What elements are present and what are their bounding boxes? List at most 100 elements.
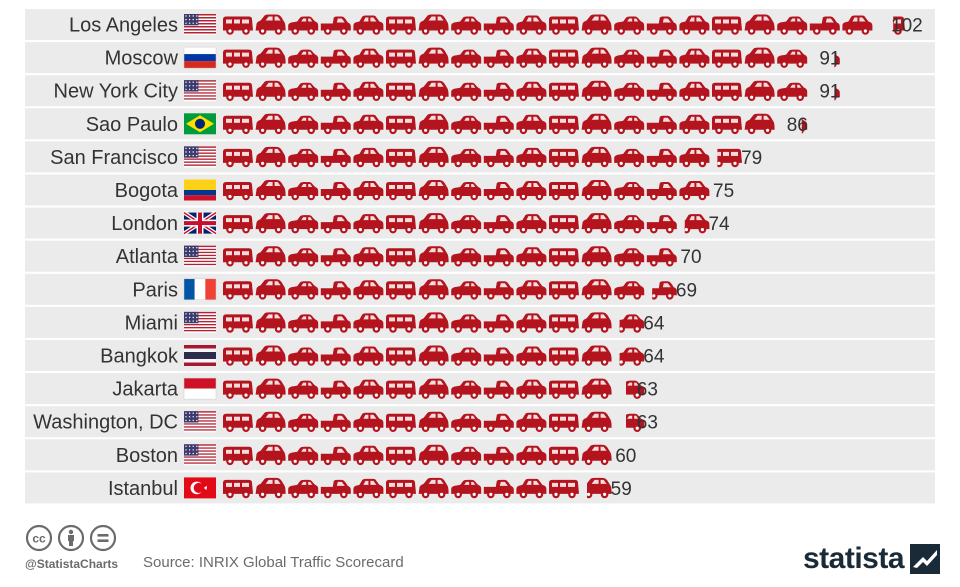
- car-icon: [386, 16, 416, 35]
- car-icon: [581, 47, 612, 68]
- car-icon: [451, 347, 482, 366]
- car-icon: [255, 345, 286, 366]
- car-icon: [626, 413, 645, 432]
- city-label: Bogota: [115, 180, 179, 202]
- chart-row: San Francisco 79: [25, 141, 935, 173]
- value-label: 86: [787, 115, 808, 136]
- chart-row: Atlanta 70: [25, 240, 935, 272]
- car-icon: [516, 214, 547, 234]
- car-icon: [801, 118, 808, 134]
- value-label: 91: [819, 49, 840, 70]
- car-icon: [451, 115, 482, 135]
- car-icon: [320, 413, 351, 432]
- car-icon: [483, 82, 514, 101]
- chart-row: Paris 69: [25, 273, 935, 305]
- car-icon: [842, 15, 873, 35]
- car-icon: [516, 15, 547, 35]
- car-icon: [646, 16, 677, 35]
- nd-icon: [89, 524, 117, 552]
- city-label: Boston: [116, 445, 178, 467]
- statista-logo[interactable]: statista: [803, 542, 941, 576]
- car-icon: [418, 411, 449, 432]
- car-icon: [320, 347, 351, 366]
- car-icon: [223, 49, 253, 68]
- license-icons: cc: [25, 524, 117, 552]
- car-icon: [614, 182, 645, 201]
- car-icon: [353, 412, 384, 432]
- car-icon: [549, 446, 579, 466]
- car-icon: [549, 115, 579, 135]
- car-icon: [418, 80, 449, 101]
- car-icon: [516, 379, 547, 399]
- city-label: San Francisco: [50, 147, 178, 169]
- car-icon: [483, 115, 514, 135]
- car-icon: [353, 48, 384, 68]
- car-icon: [255, 213, 286, 234]
- car-icon: [451, 182, 482, 201]
- chart-row: Miami 64: [25, 306, 935, 338]
- statista-mark-icon: [910, 544, 941, 574]
- flag-icon: [184, 345, 216, 366]
- value-label: 102: [891, 16, 923, 37]
- car-icon: [549, 148, 579, 168]
- car-icon: [679, 114, 710, 135]
- car-icon: [626, 380, 645, 399]
- city-label: Jakarta: [112, 379, 178, 401]
- car-icon: [255, 246, 286, 267]
- car-icon: [288, 380, 319, 399]
- car-icon: [288, 148, 319, 168]
- car-icon: [516, 412, 547, 432]
- car-icon: [614, 49, 645, 68]
- car-icon: [516, 81, 547, 101]
- car-icon: [320, 314, 351, 333]
- car-icon: [451, 380, 482, 399]
- car-icon: [581, 80, 612, 101]
- car-icon: [288, 182, 319, 201]
- car-icon: [451, 148, 482, 168]
- car-icon: [712, 82, 742, 101]
- car-icon: [386, 413, 416, 432]
- car-icon: [549, 16, 579, 35]
- car-icon: [418, 312, 449, 333]
- car-icon: [255, 312, 286, 333]
- car-icon: [255, 378, 286, 399]
- car-icon: [483, 314, 514, 333]
- twitter-handle: @StatistaCharts: [25, 557, 119, 571]
- car-icon: [717, 148, 742, 168]
- car-icon: [483, 446, 514, 466]
- car-icon: [386, 281, 416, 300]
- car-icon: [483, 479, 514, 499]
- value-label: 64: [643, 313, 665, 334]
- car-icon: [288, 82, 319, 101]
- flag-icon: [182, 210, 218, 236]
- car-icon: [777, 49, 808, 68]
- car-icon: [516, 346, 547, 366]
- car-icon: [619, 314, 645, 333]
- car-icon: [684, 214, 710, 234]
- flag-icon: [184, 311, 216, 333]
- car-icon: [353, 313, 384, 333]
- car-icon: [614, 115, 645, 135]
- city-label: Atlanta: [116, 246, 179, 268]
- car-icon: [418, 180, 449, 201]
- value-label: 60: [615, 446, 636, 467]
- car-icon: [586, 477, 612, 499]
- car-icon: [320, 215, 351, 234]
- svg-text:cc: cc: [32, 532, 46, 546]
- car-icon: [646, 148, 677, 168]
- car-icon: [288, 479, 319, 499]
- car-icon: [646, 115, 677, 135]
- flag-icon: [184, 411, 216, 433]
- car-icon: [353, 346, 384, 366]
- car-icon: [483, 281, 514, 300]
- value-label: 70: [680, 247, 701, 268]
- car-icon: [516, 114, 547, 135]
- car-icon: [581, 444, 612, 466]
- car-icon: [418, 47, 449, 68]
- car-icon: [223, 347, 253, 366]
- car-icon: [614, 248, 645, 267]
- car-icon: [581, 378, 612, 399]
- car-icon: [255, 146, 286, 168]
- car-icon: [679, 15, 710, 35]
- car-icon: [712, 49, 742, 68]
